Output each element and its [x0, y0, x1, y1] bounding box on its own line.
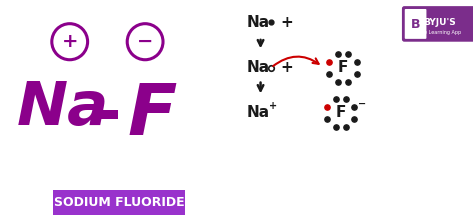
Text: +: +: [280, 15, 293, 30]
Text: F: F: [336, 105, 346, 120]
Text: Na: Na: [17, 79, 109, 138]
Text: SODIUM FLUORIDE: SODIUM FLUORIDE: [54, 196, 184, 209]
Text: −: −: [137, 33, 153, 51]
FancyBboxPatch shape: [402, 6, 474, 42]
Text: F: F: [338, 60, 348, 75]
Text: Na: Na: [246, 15, 270, 30]
FancyBboxPatch shape: [53, 190, 185, 215]
Text: Na: Na: [246, 60, 270, 75]
Text: +: +: [269, 101, 277, 111]
Text: BYJU'S: BYJU'S: [423, 18, 456, 27]
FancyBboxPatch shape: [405, 9, 427, 39]
Text: -: -: [96, 86, 121, 145]
Text: Na: Na: [246, 105, 270, 120]
Text: +: +: [62, 33, 78, 51]
Text: F: F: [128, 81, 177, 150]
Text: B: B: [411, 18, 420, 31]
Text: The Learning App: The Learning App: [418, 30, 461, 35]
Text: −: −: [357, 98, 366, 108]
Text: +: +: [280, 60, 293, 75]
